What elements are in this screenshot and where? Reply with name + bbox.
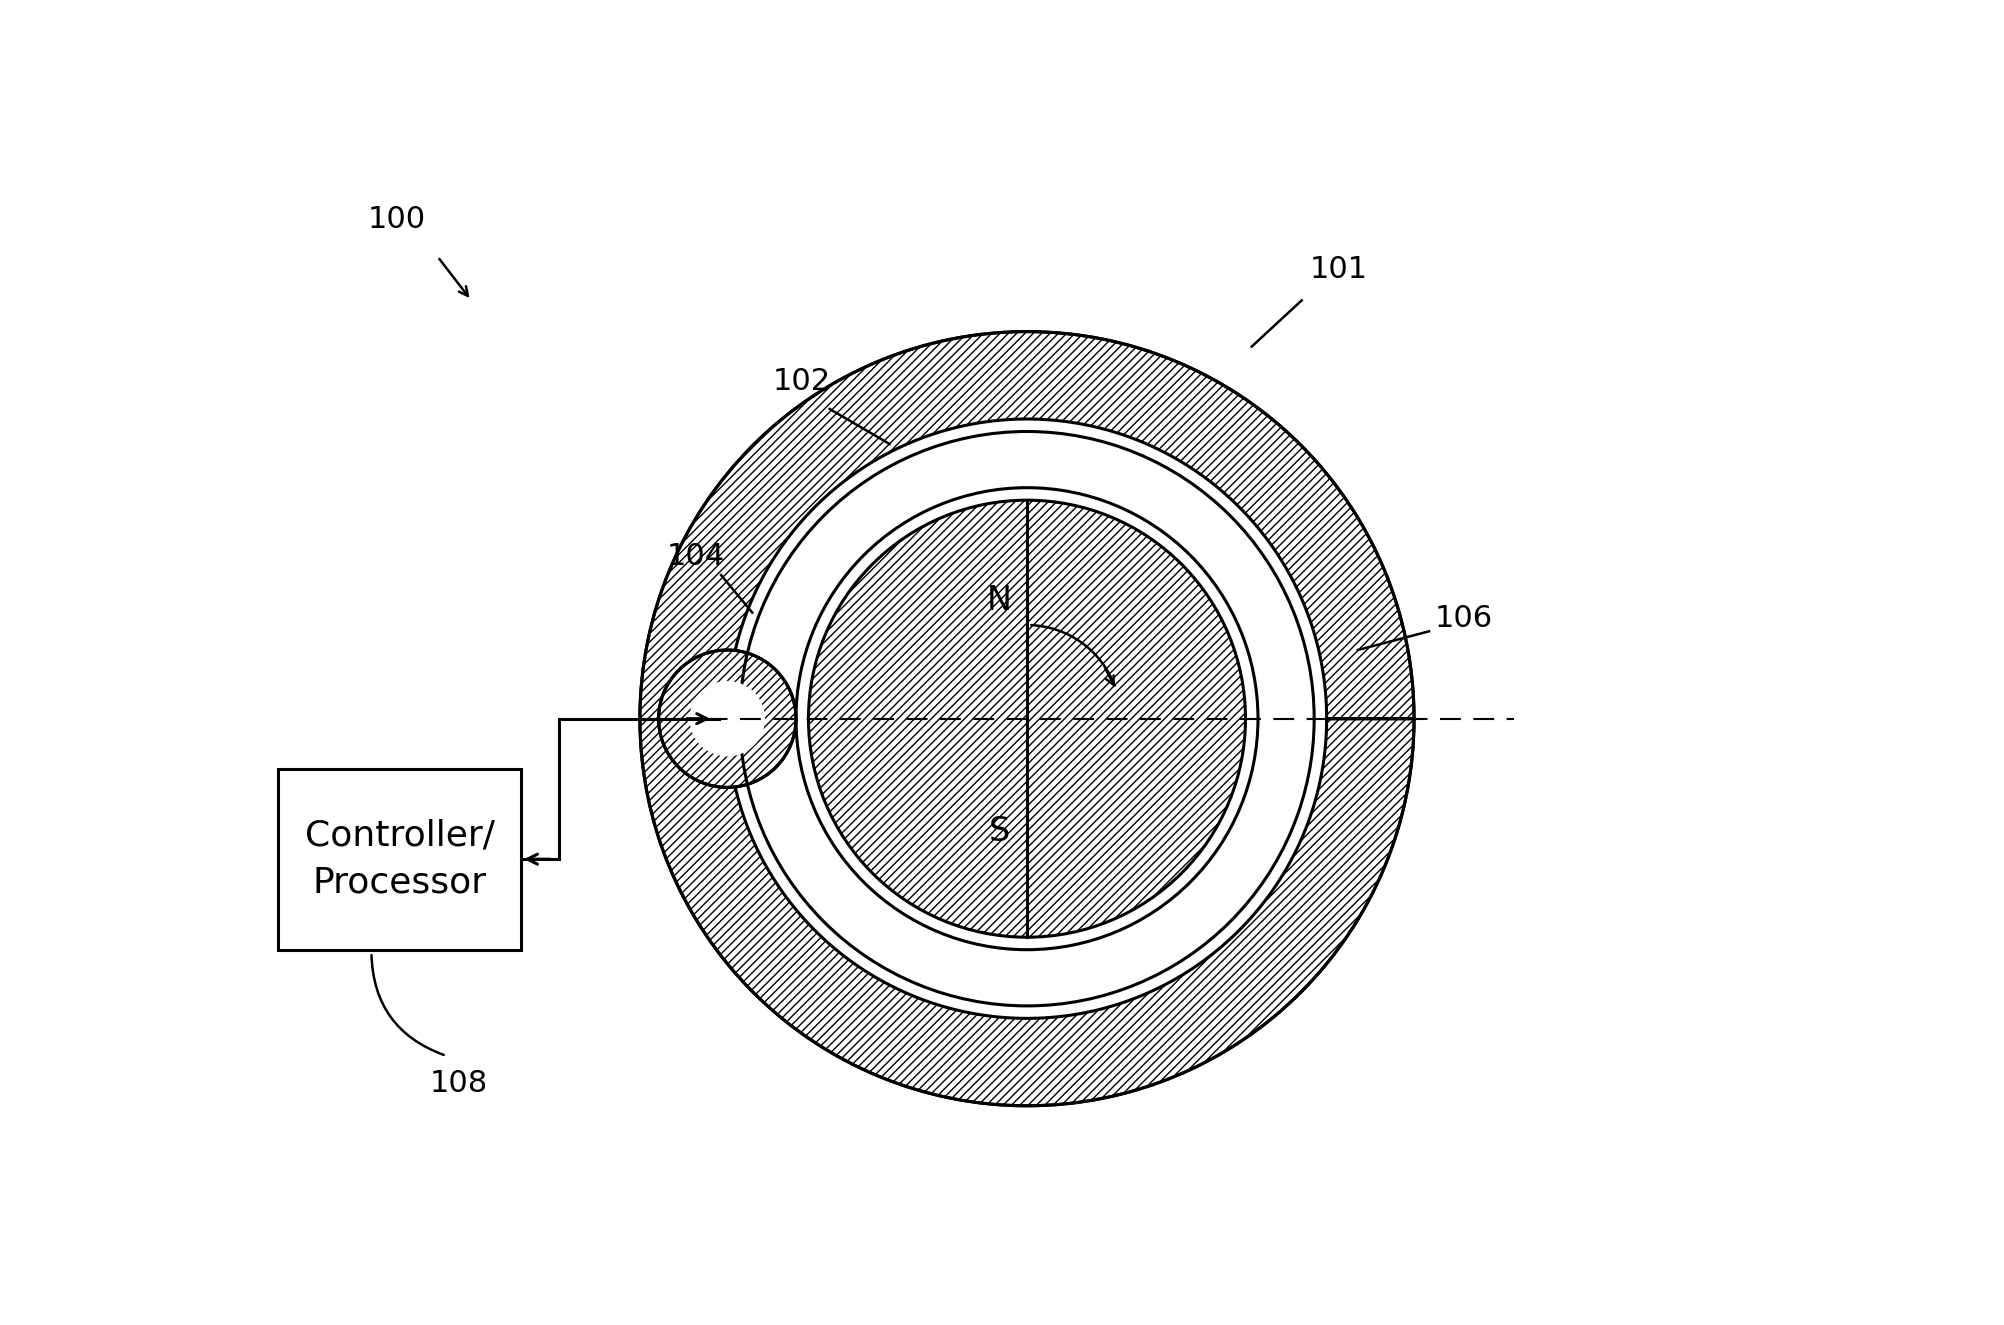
Text: 108: 108	[429, 1069, 487, 1098]
Circle shape	[659, 651, 796, 787]
Polygon shape	[639, 331, 1415, 1106]
Bar	[279, 768, 521, 950]
Text: N: N	[988, 583, 1012, 616]
FancyArrowPatch shape	[371, 955, 443, 1055]
Text: S: S	[988, 815, 1010, 848]
Text: 106: 106	[1435, 604, 1493, 633]
Circle shape	[689, 681, 766, 757]
Text: 104: 104	[667, 542, 725, 571]
Circle shape	[808, 500, 1246, 937]
Text: 100: 100	[367, 205, 425, 233]
Text: Controller/
Processor: Controller/ Processor	[305, 819, 495, 900]
Text: 101: 101	[1311, 254, 1369, 284]
Circle shape	[739, 432, 1315, 1006]
Text: 102: 102	[774, 367, 832, 396]
